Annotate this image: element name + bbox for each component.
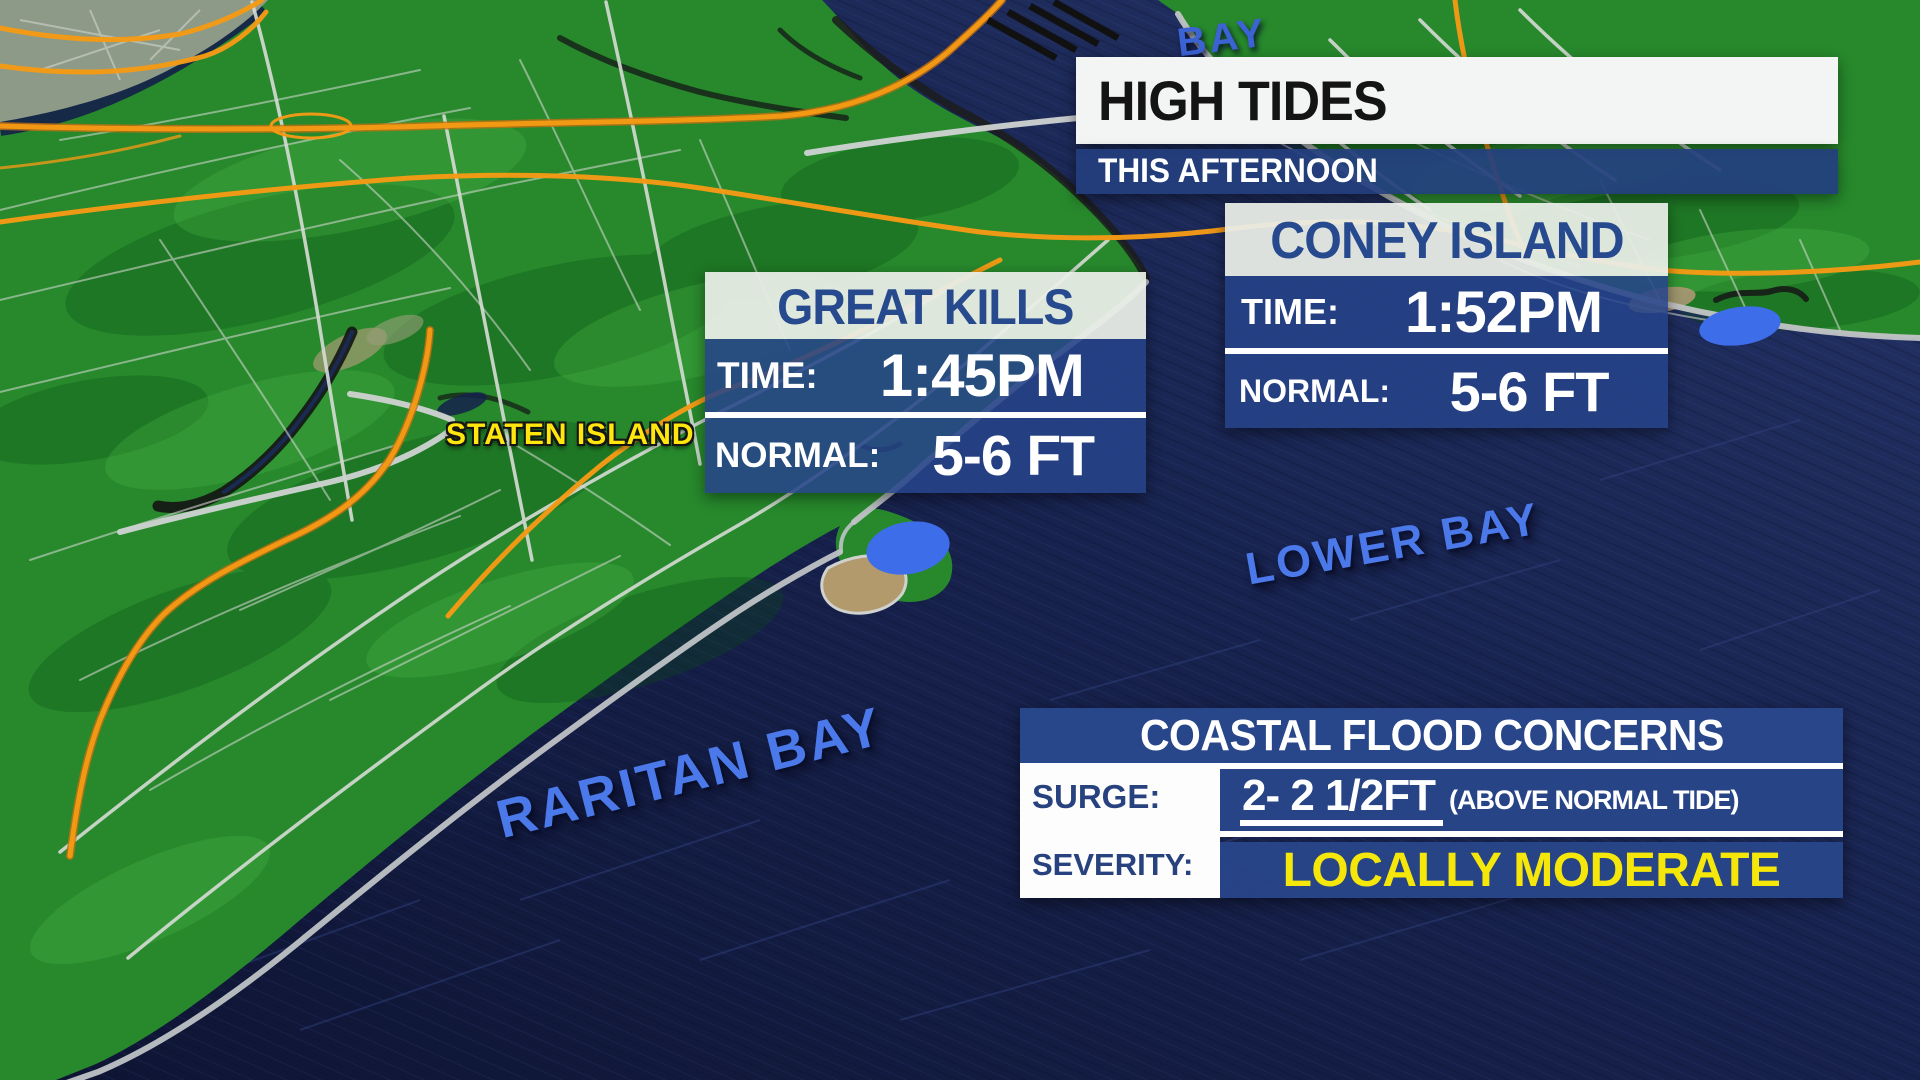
coastal-flood-labels-column: SURGE: SEVERITY: <box>1020 763 1220 898</box>
severity-value-row: LOCALLY MODERATE <box>1220 842 1843 898</box>
row-divider <box>1220 831 1843 837</box>
time-value: 1:52PM <box>1404 279 1603 345</box>
great-kills-normal-row: NORMAL: 5-6 FT <box>705 418 1146 493</box>
creeks-marshes <box>152 27 1809 513</box>
normal-value: 5-6 FT <box>932 423 1095 488</box>
this-afternoon-subtitle-bar: THIS AFTERNOON <box>1076 149 1838 194</box>
coney-island-normal-row: NORMAL: 5-6 FT <box>1225 354 1668 428</box>
staten-island-label: STATEN ISLAND <box>446 418 695 451</box>
coastal-flood-panel-body: SURGE: SEVERITY: 2- 2 1/2FT (ABOVE NORMA… <box>1020 763 1843 898</box>
row-divider <box>705 412 1146 418</box>
coastal-flood-panel-title: COASTAL FLOOD CONCERNS <box>1020 708 1843 763</box>
this-afternoon-subtitle: THIS AFTERNOON <box>1098 152 1378 190</box>
normal-label: NORMAL: <box>715 435 881 475</box>
high-tides-title: HIGH TIDES <box>1098 69 1388 132</box>
high-tides-title-box: HIGH TIDES <box>1076 57 1838 144</box>
row-divider <box>1225 348 1668 354</box>
severity-label: SEVERITY: <box>1032 846 1194 882</box>
coastal-flood-values-column: 2- 2 1/2FT (ABOVE NORMAL TIDE) LOCALLY M… <box>1220 763 1843 898</box>
coastal-flood-panel: COASTAL FLOOD CONCERNS SURGE: SEVERITY: … <box>1020 708 1843 898</box>
time-label: TIME: <box>717 354 818 396</box>
surge-label: SURGE: <box>1032 778 1161 815</box>
severity-value: LOCALLY MODERATE <box>1282 843 1781 897</box>
great-kills-tide-panel: GREAT KILLS TIME: 1:45PM NORMAL: 5-6 FT <box>705 272 1146 493</box>
coney-island-panel-rows: TIME: 1:52PM NORMAL: 5-6 FT <box>1225 276 1668 428</box>
staten-island-land <box>0 0 1148 1080</box>
normal-value: 5-6 FT <box>1449 359 1610 423</box>
normal-label: NORMAL: <box>1239 372 1391 409</box>
time-label: TIME: <box>1241 291 1339 332</box>
piers <box>986 0 1120 62</box>
coney-island-time-row: TIME: 1:52PM <box>1225 276 1668 348</box>
great-kills-panel-title: GREAT KILLS <box>705 272 1146 339</box>
surge-note: (ABOVE NORMAL TIDE) <box>1448 784 1739 815</box>
coney-island-tide-panel: CONEY ISLAND TIME: 1:52PM NORMAL: 5-6 FT <box>1225 203 1668 428</box>
coney-island-panel-title: CONEY ISLAND <box>1225 203 1668 276</box>
time-value: 1:45PM <box>879 342 1085 409</box>
surge-value-row: 2- 2 1/2FT (ABOVE NORMAL TIDE) <box>1220 763 1843 831</box>
great-kills-time-row: TIME: 1:45PM <box>705 339 1146 412</box>
surge-value: 2- 2 1/2FT <box>1240 773 1443 827</box>
great-kills-panel-rows: TIME: 1:45PM NORMAL: 5-6 FT <box>705 339 1146 493</box>
